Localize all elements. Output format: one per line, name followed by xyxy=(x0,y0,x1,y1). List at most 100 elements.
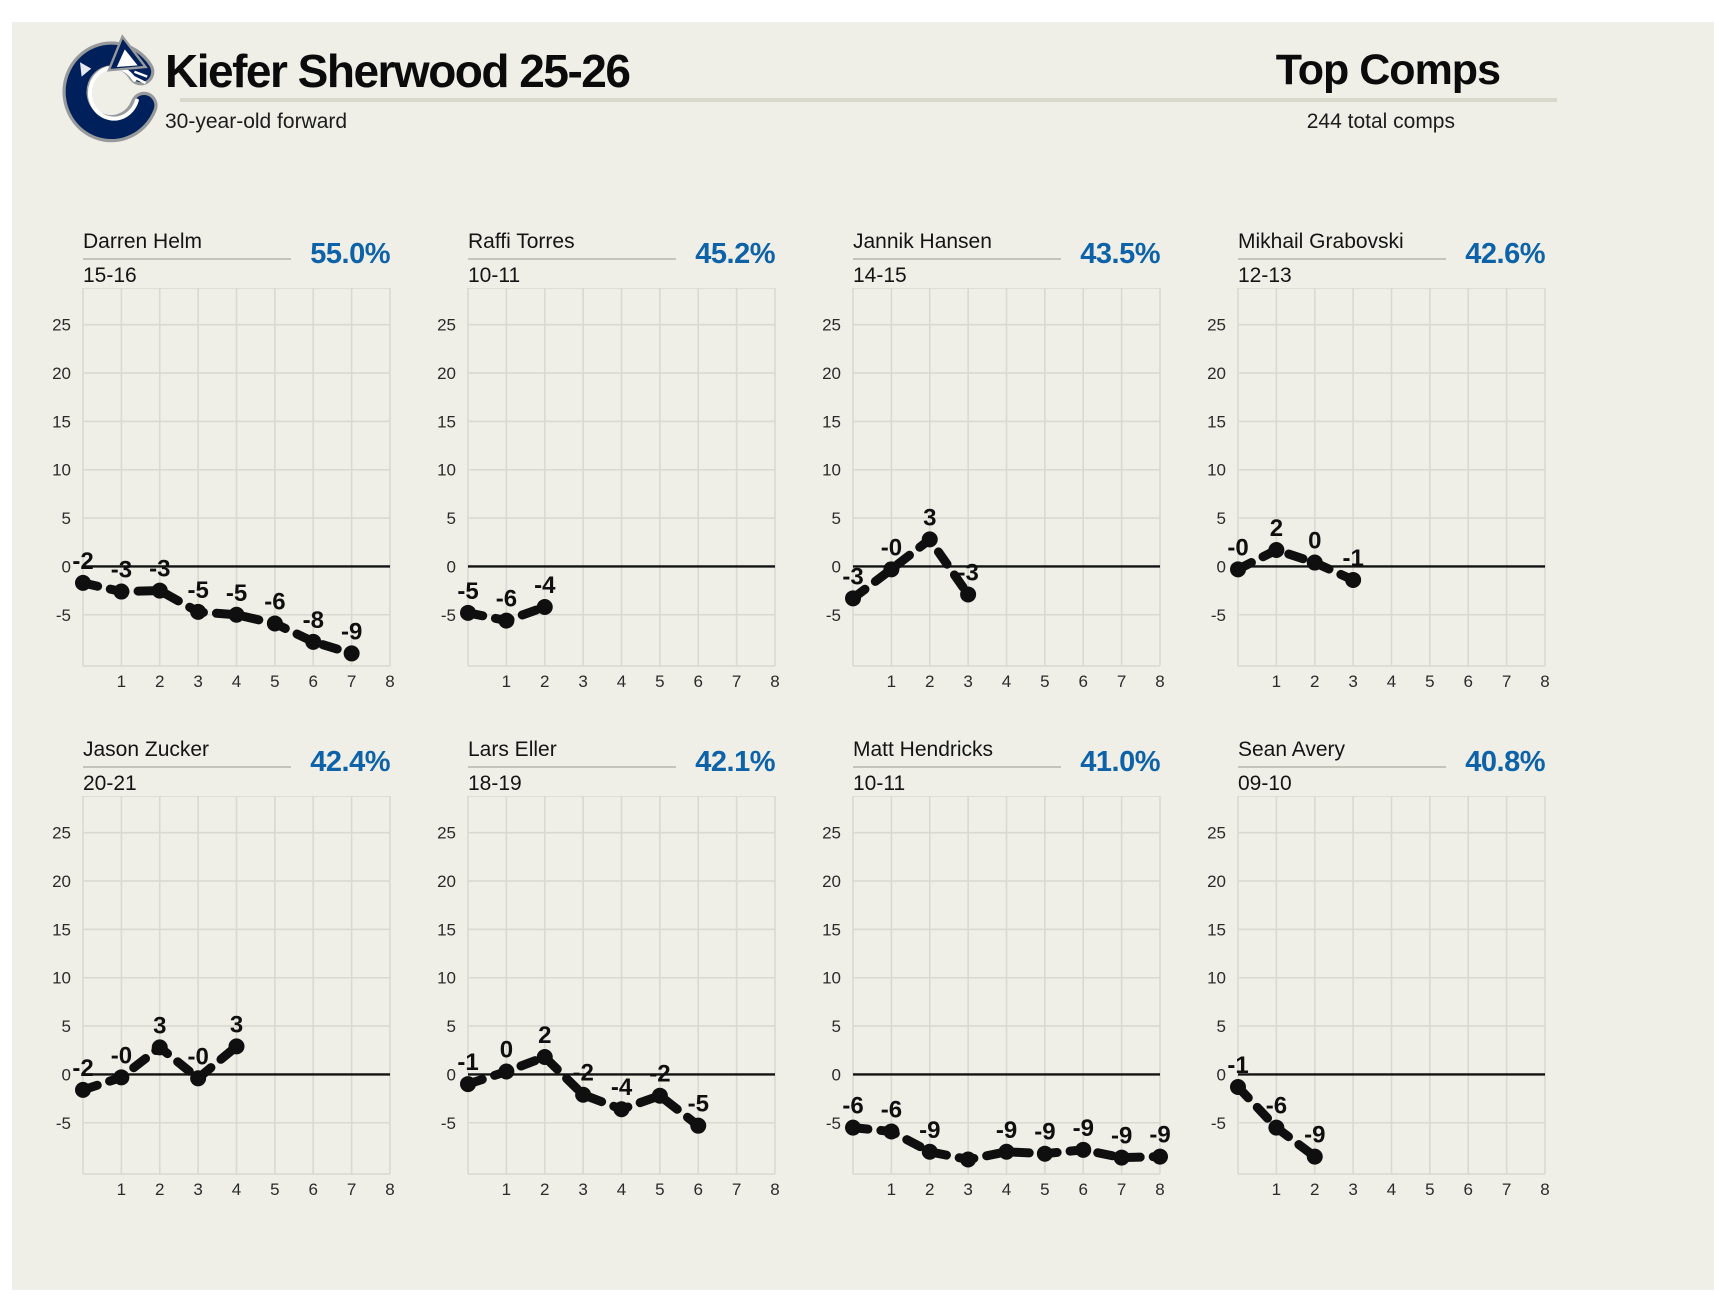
svg-text:0: 0 xyxy=(62,1065,71,1084)
comp-season: 14-15 xyxy=(853,264,907,287)
svg-text:7: 7 xyxy=(732,1180,741,1199)
comp-line-chart: 25 20 15 10 5 0 -5 1 2 3 4 5 6 7 8 -2 -3 -3 -5 -5 -6 -8 -9 xyxy=(52,287,395,691)
data-point-label: -5 xyxy=(226,580,247,607)
svg-text:3: 3 xyxy=(578,672,587,691)
data-point xyxy=(1075,1141,1092,1158)
svg-text:25: 25 xyxy=(822,824,841,843)
svg-text:20: 20 xyxy=(437,364,456,383)
svg-text:15: 15 xyxy=(1207,920,1226,939)
data-point xyxy=(1268,541,1285,558)
data-point-label: 3 xyxy=(153,1012,166,1039)
data-point xyxy=(1268,1119,1285,1136)
data-point-label: -6 xyxy=(842,1093,863,1120)
player-name-underline xyxy=(468,258,676,260)
data-point xyxy=(575,1086,592,1103)
data-point xyxy=(151,1039,168,1056)
data-point-label: -6 xyxy=(1266,1093,1287,1120)
data-point-label: -5 xyxy=(457,578,478,605)
data-point xyxy=(883,561,900,578)
svg-text:6: 6 xyxy=(1079,1180,1088,1199)
data-point-label: -9 xyxy=(1111,1123,1132,1150)
data-point-label: -3 xyxy=(842,563,863,590)
svg-text:25: 25 xyxy=(822,316,841,335)
svg-text:5: 5 xyxy=(62,509,71,528)
svg-text:2: 2 xyxy=(540,672,549,691)
svg-text:2: 2 xyxy=(155,1180,164,1199)
svg-text:-5: -5 xyxy=(1211,1114,1226,1133)
data-point-label: -0 xyxy=(111,1042,132,1069)
comp-season: 10-11 xyxy=(468,264,521,287)
total-comps-count: 244 total comps xyxy=(1306,110,1455,133)
data-point xyxy=(190,603,207,620)
svg-text:-5: -5 xyxy=(826,606,841,625)
data-point xyxy=(75,574,91,591)
data-point-label: -9 xyxy=(341,618,362,645)
svg-text:5: 5 xyxy=(1040,672,1049,691)
svg-text:1: 1 xyxy=(1272,672,1281,691)
svg-text:3: 3 xyxy=(963,1180,972,1199)
data-point-label: -3 xyxy=(957,559,978,586)
svg-text:1: 1 xyxy=(117,1180,126,1199)
comp-match-percent: 43.5% xyxy=(1080,238,1160,270)
comp-chart-header: Mikhail Grabovski 12-13 42.6% xyxy=(1238,230,1545,288)
page-subtitle: 30-year-old forward xyxy=(165,110,348,133)
data-point-label: -0 xyxy=(1227,534,1248,561)
svg-text:1: 1 xyxy=(887,1180,896,1199)
comp-chart-header: Darren Helm 15-16 55.0% xyxy=(83,230,390,288)
svg-text:5: 5 xyxy=(270,1180,279,1199)
data-point xyxy=(1036,1145,1053,1162)
data-point xyxy=(1113,1149,1130,1166)
svg-text:25: 25 xyxy=(52,824,71,843)
svg-text:5: 5 xyxy=(270,672,279,691)
svg-text:7: 7 xyxy=(1117,1180,1126,1199)
data-point xyxy=(1230,1078,1246,1095)
svg-text:6: 6 xyxy=(694,672,703,691)
svg-text:25: 25 xyxy=(437,824,456,843)
data-point-label: 2 xyxy=(538,1022,551,1049)
comp-chart-header: Matt Hendricks 10-11 41.0% xyxy=(853,738,1160,796)
comp-player-name: Jason Zucker xyxy=(83,738,210,761)
player-name-underline xyxy=(468,766,676,768)
svg-text:-5: -5 xyxy=(56,1114,71,1133)
svg-text:4: 4 xyxy=(617,672,626,691)
svg-text:15: 15 xyxy=(52,412,71,431)
svg-text:7: 7 xyxy=(347,672,356,691)
section-title: Top Comps xyxy=(1275,46,1501,94)
data-point xyxy=(921,1143,938,1160)
svg-text:8: 8 xyxy=(385,672,394,691)
data-point-label: 2 xyxy=(1270,515,1283,542)
comp-match-percent: 42.6% xyxy=(1465,238,1545,270)
svg-text:0: 0 xyxy=(447,1065,456,1084)
svg-text:15: 15 xyxy=(822,412,841,431)
svg-text:3: 3 xyxy=(963,672,972,691)
comp-chart-cell: Mikhail Grabovski 12-13 42.6% 25 20 15 10 5 0 -5 1… xyxy=(1188,230,1573,697)
svg-text:3: 3 xyxy=(193,1180,202,1199)
comp-player-name: Raffi Torres xyxy=(468,230,575,253)
data-point xyxy=(113,1069,130,1086)
svg-text:15: 15 xyxy=(1207,412,1226,431)
svg-text:20: 20 xyxy=(1207,364,1226,383)
comp-player-name: Sean Avery xyxy=(1238,738,1346,761)
svg-text:2: 2 xyxy=(540,1180,549,1199)
svg-text:2: 2 xyxy=(1310,672,1319,691)
svg-text:1: 1 xyxy=(1272,1180,1281,1199)
comp-line-chart: 25 20 15 10 5 0 -5 1 2 3 4 5 6 7 8 -3 -0 3 -3 xyxy=(822,287,1165,691)
svg-text:6: 6 xyxy=(309,672,318,691)
svg-text:7: 7 xyxy=(732,672,741,691)
svg-text:3: 3 xyxy=(193,672,202,691)
comp-chart-cell: Darren Helm 15-16 55.0% 25 20 15 10 5 0 -5 1 2 3 4 5 6 7… xyxy=(33,230,418,697)
data-point xyxy=(960,1151,977,1168)
svg-text:-5: -5 xyxy=(1211,606,1226,625)
svg-text:8: 8 xyxy=(1540,672,1549,691)
svg-text:10: 10 xyxy=(1207,461,1226,480)
svg-text:4: 4 xyxy=(1002,672,1011,691)
svg-text:2: 2 xyxy=(1310,1180,1319,1199)
svg-text:20: 20 xyxy=(52,364,71,383)
svg-text:8: 8 xyxy=(1155,1180,1164,1199)
svg-text:10: 10 xyxy=(1207,969,1226,988)
svg-text:3: 3 xyxy=(1348,1180,1357,1199)
svg-text:0: 0 xyxy=(1217,1065,1226,1084)
data-point xyxy=(1306,554,1323,571)
